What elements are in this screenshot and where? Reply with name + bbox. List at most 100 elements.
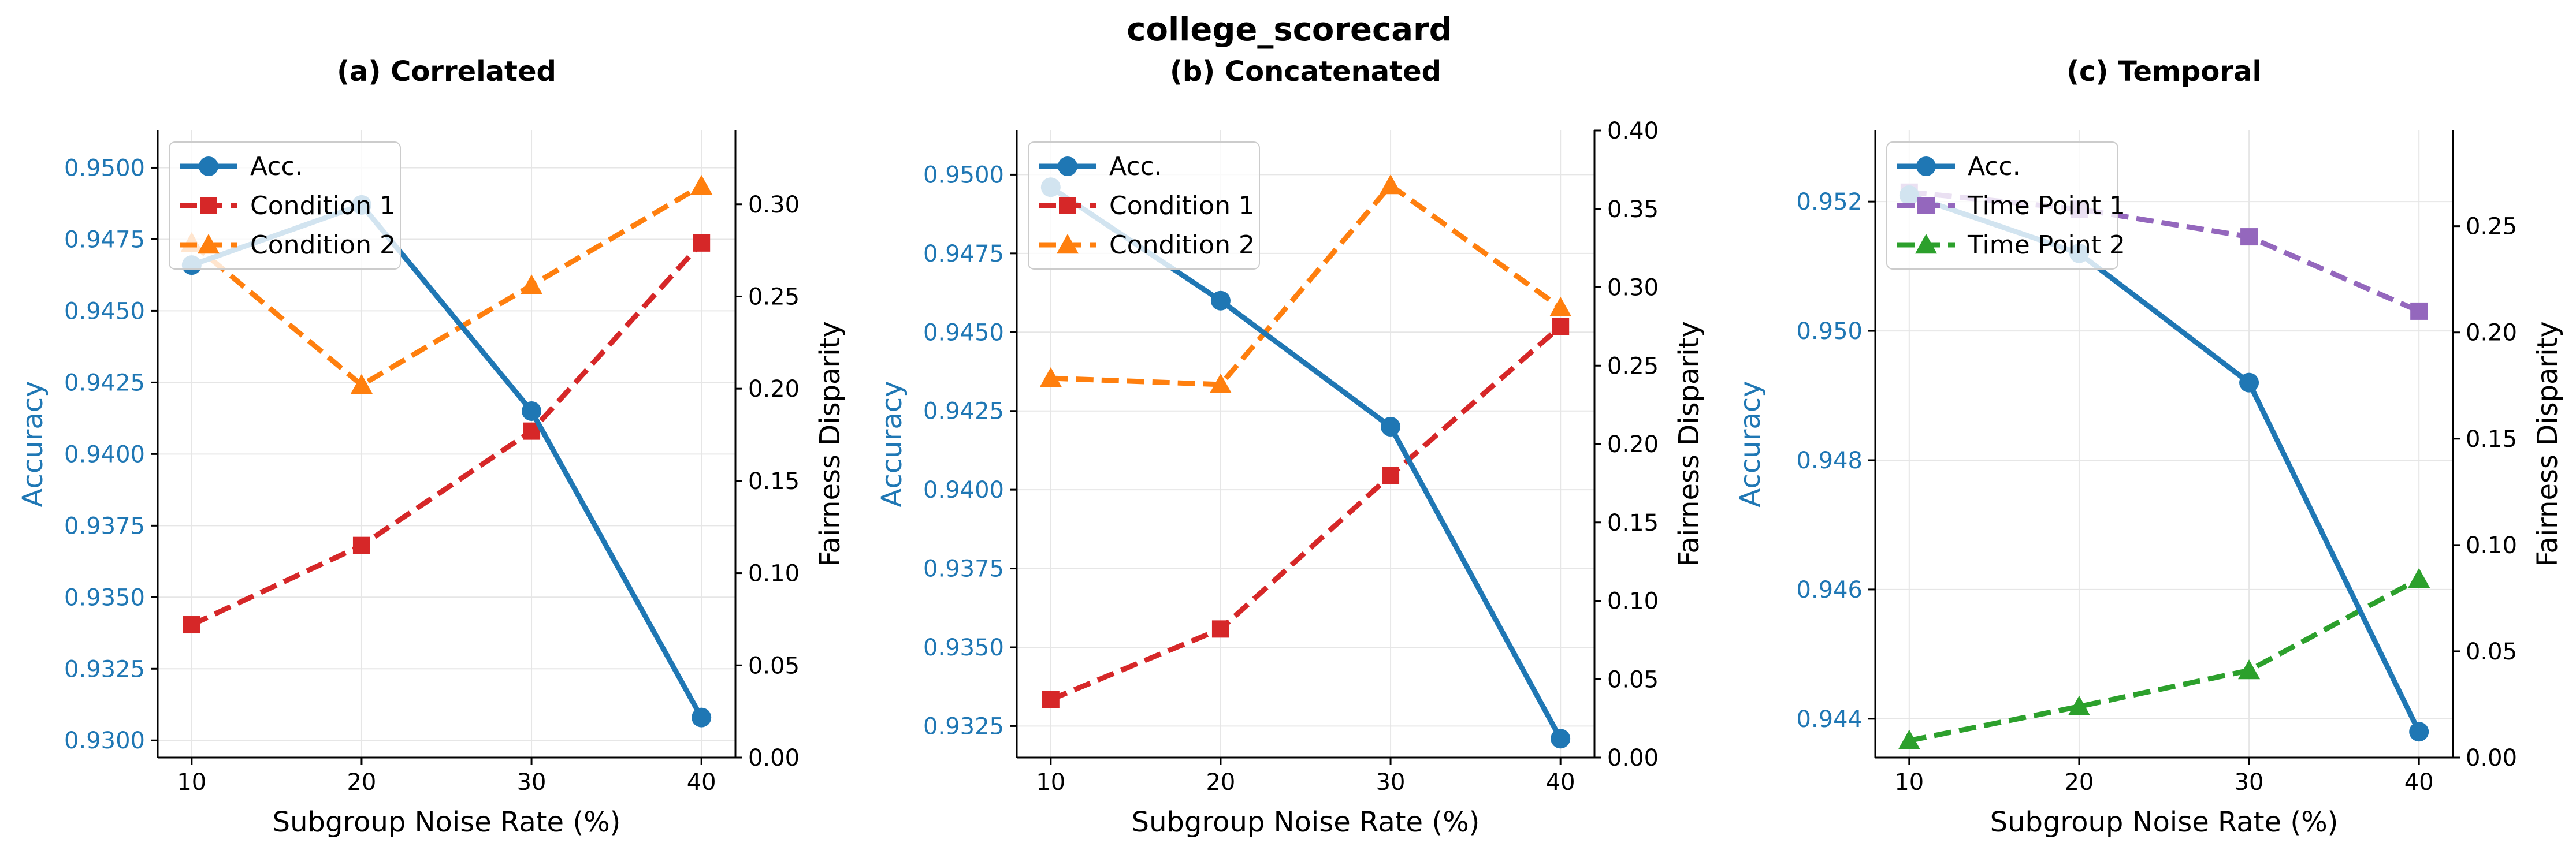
legend: Acc. Time Point 1 Time Point 2 [1886, 141, 2125, 270]
y-tick-label: 0.948 [1796, 447, 1863, 474]
data-point [1381, 416, 1401, 437]
y-tick-label: 0.9350 [64, 584, 145, 611]
legend-item: Condition 2 [1039, 230, 1255, 260]
series-line [189, 183, 703, 388]
legend-item: Condition 1 [180, 191, 396, 221]
data-point [521, 274, 543, 294]
legend-item: Condition 1 [1039, 191, 1255, 221]
y-tick-label: 0.9375 [923, 556, 1004, 583]
y2-tick-label: 0.25 [2466, 214, 2517, 240]
legend-marker [198, 234, 220, 254]
y-tick-label: 0.952 [1796, 189, 1863, 215]
data-point [2239, 372, 2259, 393]
data-point [2238, 659, 2261, 680]
series-line [1050, 182, 1562, 387]
y-axis-label: Accuracy [17, 381, 49, 507]
y-tick-label: 0.9500 [64, 155, 145, 181]
legend-marker [1058, 156, 1077, 176]
x-tick-label: 30 [2235, 769, 2264, 796]
y-tick-label: 0.9400 [64, 441, 145, 468]
series-condition-2 [1039, 174, 1572, 394]
data-point [352, 536, 370, 554]
legend-item: Acc. [180, 152, 303, 181]
data-point [1042, 691, 1060, 708]
y2-tick-label: 0.30 [1607, 275, 1659, 301]
legend-label: Condition 2 [1109, 230, 1255, 260]
x-tick-label: 10 [1894, 769, 1924, 796]
legend-label: Time Point 2 [1967, 230, 2125, 260]
legend-item: Acc. [1039, 152, 1162, 181]
data-point [1209, 373, 1232, 394]
legend-label: Condition 1 [1109, 191, 1255, 221]
y2-tick-label: 0.25 [1607, 353, 1659, 379]
y-tick-label: 0.9325 [64, 656, 145, 683]
x-tick-label: 10 [177, 769, 206, 796]
panel-title: (a) Correlated [337, 55, 556, 88]
y2-tick-label: 0.15 [748, 468, 800, 495]
data-point [692, 707, 712, 728]
data-point [2408, 568, 2430, 588]
panel-title: (c) Temporal [2066, 55, 2262, 88]
y2-tick-label: 0.20 [1607, 431, 1659, 458]
data-point [1552, 318, 1570, 335]
legend-marker [1057, 234, 1079, 254]
x-axis-label: Subgroup Noise Rate (%) [1132, 806, 1480, 838]
legend-label: Time Point 1 [1967, 191, 2125, 221]
legend-marker [1059, 197, 1076, 214]
y-tick-label: 0.9500 [923, 162, 1004, 188]
data-point [2240, 228, 2258, 246]
y2-tick-label: 0.05 [1607, 666, 1659, 693]
data-point [350, 374, 373, 394]
data-point [693, 234, 711, 252]
y-tick-label: 0.9425 [923, 398, 1004, 425]
legend-item: Condition 2 [180, 230, 396, 260]
data-point [2409, 722, 2429, 742]
legend-frame [1028, 141, 1260, 270]
series-line [190, 241, 704, 628]
data-point [522, 401, 542, 421]
legend-marker [200, 197, 217, 214]
x-tick-label: 20 [2064, 769, 2094, 796]
data-point [1380, 174, 1402, 195]
legend-frame [1886, 141, 2118, 270]
y-tick-label: 0.9450 [64, 298, 145, 325]
series-condition-1 [1042, 318, 1570, 708]
y2-tick-label: 0.05 [2466, 639, 2517, 665]
legend-item: Time Point 1 [1897, 191, 2125, 221]
y-tick-label: 0.946 [1796, 577, 1863, 603]
legend-marker [1915, 234, 1937, 254]
legend-item: Time Point 2 [1897, 230, 2125, 260]
data-point [1210, 290, 1231, 311]
y2-axis-label: Fairness Disparity [1673, 321, 1705, 567]
data-point [1549, 296, 1572, 316]
y-tick-label: 0.9325 [923, 713, 1004, 740]
y2-tick-label: 0.40 [1607, 118, 1659, 144]
panel-title: (b) Concatenated [1170, 55, 1441, 88]
x-tick-label: 40 [1546, 769, 1575, 796]
y-tick-label: 0.9450 [923, 319, 1004, 346]
panel-2: 10 20 30 40 0.9325 0.9350 0.9375 0.9400 0.9425 0.… [876, 55, 1705, 838]
y-tick-label: 0.950 [1796, 318, 1863, 345]
y2-tick-label: 0.10 [748, 561, 800, 587]
y2-tick-label: 0.15 [1607, 510, 1659, 536]
series-acc- [181, 195, 712, 728]
y-axis-label: Accuracy [1734, 381, 1767, 507]
panel-3: 10 20 30 40 0.944 0.946 0.948 0.950 0.952 0.00 0.0… [1734, 55, 2564, 838]
y2-tick-label: 0.20 [2466, 320, 2517, 346]
legend: Acc. Condition 1 Condition 2 [1028, 141, 1260, 270]
y-tick-label: 0.9350 [923, 635, 1004, 661]
series-line [191, 202, 704, 719]
x-axis-label: Subgroup Noise Rate (%) [1990, 806, 2339, 838]
series-time-point-2 [1898, 568, 2430, 749]
y2-tick-label: 0.20 [748, 376, 800, 402]
y2-tick-label: 0.30 [748, 192, 800, 218]
y2-tick-label: 0.00 [2466, 745, 2517, 771]
y2-tick-label: 0.25 [748, 284, 800, 310]
y2-tick-label: 0.10 [2466, 532, 2517, 559]
x-tick-label: 40 [2404, 769, 2434, 796]
series-line [1049, 185, 1563, 740]
y2-tick-label: 0.00 [748, 745, 800, 771]
x-tick-label: 30 [517, 769, 547, 796]
y-tick-label: 0.9475 [64, 226, 145, 253]
